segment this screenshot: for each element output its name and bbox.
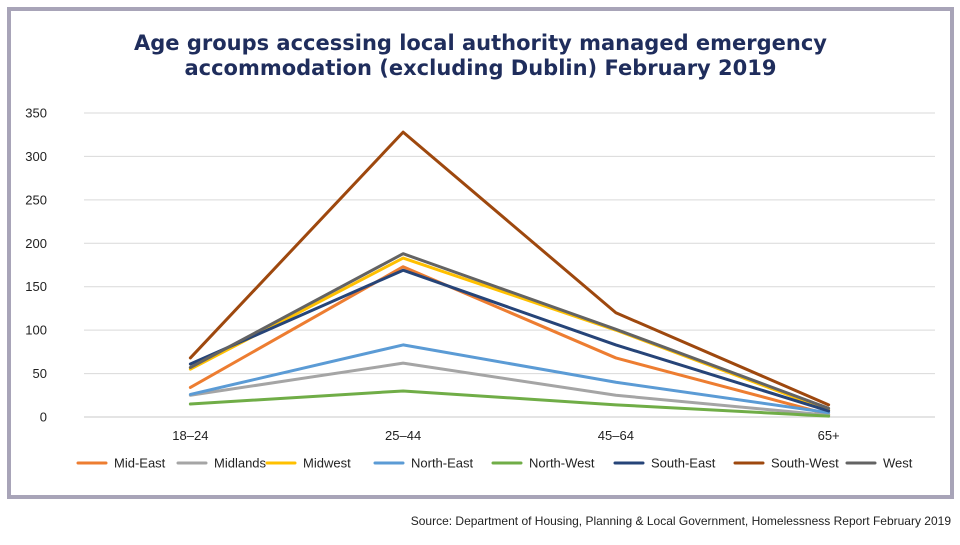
legend-label: North-East	[411, 456, 474, 471]
legend: Mid-East Midlands Midwest North-East North-W…	[76, 456, 913, 471]
y-tick-label: 300	[25, 149, 47, 164]
legend-item-mid-east: Mid-East	[76, 456, 166, 471]
legend-label: South-East	[651, 456, 716, 471]
legend-label: Midlands	[214, 456, 267, 471]
chart-title-line-1: Age groups accessing local authority man…	[133, 31, 827, 55]
gridlines	[84, 112, 935, 418]
y-tick-label: 0	[40, 410, 47, 425]
y-tick-label: 50	[33, 366, 47, 381]
legend-label: West	[883, 456, 913, 471]
series-lines	[188, 130, 831, 418]
y-tick-label: 350	[25, 106, 47, 121]
series-line-south-east	[188, 268, 831, 413]
x-tick-label: 18–24	[172, 428, 208, 443]
y-tick-label: 150	[25, 279, 47, 294]
x-tick-label: 65+	[818, 428, 840, 443]
legend-label: South-West	[771, 456, 839, 471]
line-chart: 0 50 100 150 200 250 300 350 18–24 25–44 45–64 65+…	[25, 106, 935, 471]
series-line-north-east	[188, 343, 831, 415]
legend-item-west: West	[845, 456, 913, 471]
chart-title: Age groups accessing local authority man…	[11, 31, 950, 81]
legend-item-south-west: South-West	[733, 456, 839, 471]
series-line-west	[188, 252, 831, 410]
source-note: Source: Department of Housing, Planning …	[410, 514, 951, 528]
y-tick-label: 200	[25, 236, 47, 251]
series-line-south-west	[188, 130, 831, 407]
y-tick-label: 100	[25, 323, 47, 338]
legend-label: Mid-East	[114, 456, 166, 471]
y-tick-label: 250	[25, 192, 47, 207]
x-axis-ticks: 18–24 25–44 45–64 65+	[172, 428, 839, 443]
legend-label: Midwest	[303, 456, 351, 471]
legend-item-midwest: Midwest	[265, 456, 351, 471]
x-tick-label: 45–64	[598, 428, 634, 443]
chart-title-line-2: accommodation (excluding Dublin) Februar…	[184, 56, 777, 80]
legend-label: North-West	[529, 456, 595, 471]
legend-item-north-east: North-East	[373, 456, 474, 471]
series-line-north-west	[188, 389, 831, 418]
series-line-midlands	[188, 361, 831, 417]
x-tick-label: 25–44	[385, 428, 421, 443]
y-axis-ticks: 0 50 100 150 200 250 300 350	[25, 106, 47, 425]
series-line-mid-east	[188, 265, 831, 416]
legend-item-south-east: South-East	[613, 456, 716, 471]
legend-item-midlands: Midlands	[176, 456, 267, 471]
legend-item-north-west: North-West	[491, 456, 595, 471]
